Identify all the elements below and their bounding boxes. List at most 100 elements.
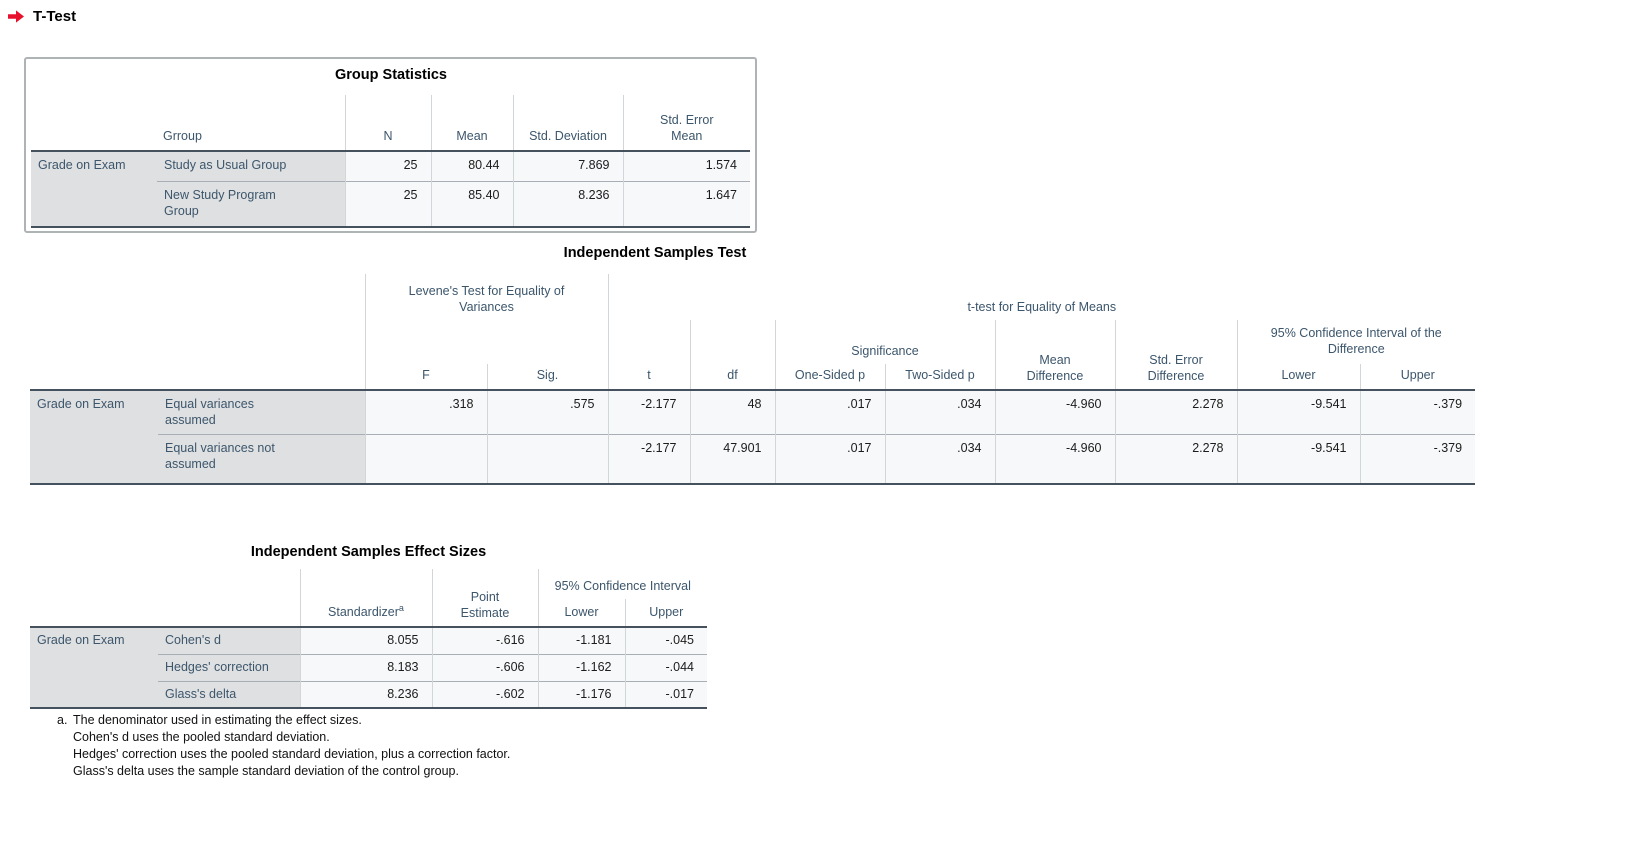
column-header-one-sided-p: One-Sided p — [774, 364, 885, 390]
stat-cell-n: 25 — [344, 151, 431, 181]
effect-sizes-title: Independent Samples Effect Sizes — [250, 544, 487, 560]
stat-cell-upper: -.044 — [624, 653, 708, 681]
column-header-point-estimate: Point Estimate — [431, 569, 538, 627]
stat-cell-upper: -.379 — [1359, 390, 1476, 434]
stat-cell-lower: -1.181 — [537, 627, 625, 654]
corner-cell — [31, 95, 157, 151]
group-statistics-title: Group Statistics — [335, 67, 447, 83]
stat-cell-t: -2.177 — [607, 433, 690, 484]
column-header-df: df — [689, 364, 775, 390]
stat-cell-df: 47.901 — [689, 433, 775, 484]
stat-cell-upper: -.017 — [624, 680, 708, 708]
row-label: Equal variances assumed — [158, 390, 365, 434]
row-label: Equal variances not assumed — [158, 433, 365, 484]
row-label: Glass's delta — [158, 680, 300, 708]
column-header-std-error-mean: Std. Error Mean — [622, 95, 750, 151]
corner-cell — [158, 569, 300, 627]
group-statistics-table[interactable]: Group Statistics Grroup N Mean Std. Devi… — [24, 57, 757, 233]
stat-cell-f — [364, 433, 487, 484]
independent-samples-test-grid: Levene's Test for Equality of Variances … — [30, 274, 1476, 485]
stat-cell-n: 25 — [344, 180, 431, 227]
table-row: Grade on Exam Study as Usual Group 25 80… — [31, 151, 750, 227]
stat-cell-one-sided-p: .017 — [774, 390, 885, 434]
group-header-confidence-interval: 95% Confidence Interval of the Differenc… — [1236, 320, 1476, 364]
stat-cell-mean: 80.44 — [430, 151, 513, 181]
stat-cell-two-sided-p: .034 — [884, 433, 995, 484]
stat-cell-point-estimate: -.616 — [431, 627, 538, 654]
group-header-significance: Significance — [774, 320, 995, 364]
table-row: Equal variances not assumed -2.177 47.90… — [30, 433, 1476, 484]
stat-cell-std-error-difference: 2.278 — [1114, 433, 1237, 484]
table-row: Grade on Exam Equal variances assumed .3… — [30, 390, 1476, 484]
column-header-std-error-difference: Std. Error Difference — [1114, 320, 1237, 390]
stat-cell-standardizer: 8.236 — [299, 680, 432, 708]
column-header-t: t — [607, 364, 690, 390]
column-header-n: N — [344, 95, 431, 151]
table-row: Grade on Exam Cohen's d 8.055 -.616 -1.1… — [30, 627, 708, 708]
column-header-mean-difference: Mean Difference — [994, 320, 1115, 390]
column-header-upper: Upper — [624, 599, 708, 627]
stat-cell-t: -2.177 — [607, 390, 690, 434]
footnote-line: Glass's delta uses the sample standard d… — [73, 764, 459, 778]
footnote-marker: a. — [57, 713, 68, 727]
stat-cell-std-error-mean: 1.647 — [622, 180, 750, 227]
stat-cell-lower: -9.541 — [1236, 433, 1360, 484]
footnote-lines: The denominator used in estimating the e… — [73, 712, 510, 780]
footnote-line: The denominator used in estimating the e… — [73, 713, 362, 727]
stat-cell-point-estimate: -.602 — [431, 680, 538, 708]
table-row: New Study Program Group 25 85.40 8.236 1… — [31, 180, 750, 227]
table-row: Hedges' correction 8.183 -.606 -1.162 -.… — [30, 653, 708, 681]
column-header-lower: Lower — [537, 599, 625, 627]
row-stub: Grade on Exam — [31, 151, 157, 227]
stat-cell-mean: 85.40 — [430, 180, 513, 227]
row-label: Hedges' correction — [158, 653, 300, 681]
stat-cell-upper: -.379 — [1359, 433, 1476, 484]
row-label: New Study Program Group — [157, 180, 345, 227]
corner-cell — [158, 274, 365, 390]
stat-cell-standardizer: 8.055 — [299, 627, 432, 654]
stat-cell-point-estimate: -.606 — [431, 653, 538, 681]
spacer-header-cell — [607, 320, 690, 364]
stat-cell-df: 48 — [689, 390, 775, 434]
column-header-upper: Upper — [1359, 364, 1476, 390]
stat-cell-std-error-difference: 2.278 — [1114, 390, 1237, 434]
group-statistics-grid: Grroup N Mean Std. Deviation Std. Error … — [31, 95, 750, 228]
corner-cell — [30, 274, 158, 390]
stat-cell-upper: -.045 — [624, 627, 708, 654]
column-header-standardizer: Standardizera — [299, 569, 432, 627]
corner-cell — [30, 569, 158, 627]
stat-cell-std-deviation: 8.236 — [512, 180, 623, 227]
footnote-marker-superscript: a — [398, 602, 404, 613]
row-label: Cohen's d — [158, 627, 300, 654]
stat-cell-lower: -9.541 — [1236, 390, 1360, 434]
stat-cell-f: .318 — [364, 390, 487, 434]
row-stub: Grade on Exam — [30, 390, 158, 484]
column-header-mean: Mean — [430, 95, 513, 151]
stat-cell-lower: -1.162 — [537, 653, 625, 681]
stat-cell-sig: .575 — [486, 390, 608, 434]
independent-samples-test-table[interactable]: Independent Samples Test Levene's Test f… — [30, 245, 1476, 485]
effect-sizes-table[interactable]: Independent Samples Effect Sizes Standar… — [30, 544, 708, 709]
column-header-two-sided-p: Two-Sided p — [884, 364, 995, 390]
stat-cell-one-sided-p: .017 — [774, 433, 885, 484]
stat-cell-standardizer: 8.183 — [299, 653, 432, 681]
group-header-confidence-interval: 95% Confidence Interval — [537, 569, 708, 599]
effect-sizes-footnote: a. The denominator used in estimating th… — [57, 712, 510, 780]
stat-cell-std-error-mean: 1.574 — [622, 151, 750, 181]
column-header-std-deviation: Std. Deviation — [512, 95, 623, 151]
stat-cell-lower: -1.176 — [537, 680, 625, 708]
group-header-ttest: t-test for Equality of Means — [607, 274, 1476, 320]
stat-cell-sig — [486, 433, 608, 484]
output-heading[interactable]: T-Test — [8, 8, 76, 25]
stat-cell-two-sided-p: .034 — [884, 390, 995, 434]
output-heading-label: T-Test — [33, 8, 77, 25]
stat-cell-std-deviation: 7.869 — [512, 151, 623, 181]
stat-cell-mean-difference: -4.960 — [994, 390, 1115, 434]
table-row: Glass's delta 8.236 -.602 -1.176 -.017 — [30, 680, 708, 708]
independent-samples-test-title: Independent Samples Test — [563, 245, 747, 261]
effect-sizes-grid: Standardizera Point Estimate 95% Confide… — [30, 569, 708, 709]
stat-cell-mean-difference: -4.960 — [994, 433, 1115, 484]
red-arrow-right-icon — [8, 10, 24, 23]
row-label: Study as Usual Group — [157, 151, 345, 181]
